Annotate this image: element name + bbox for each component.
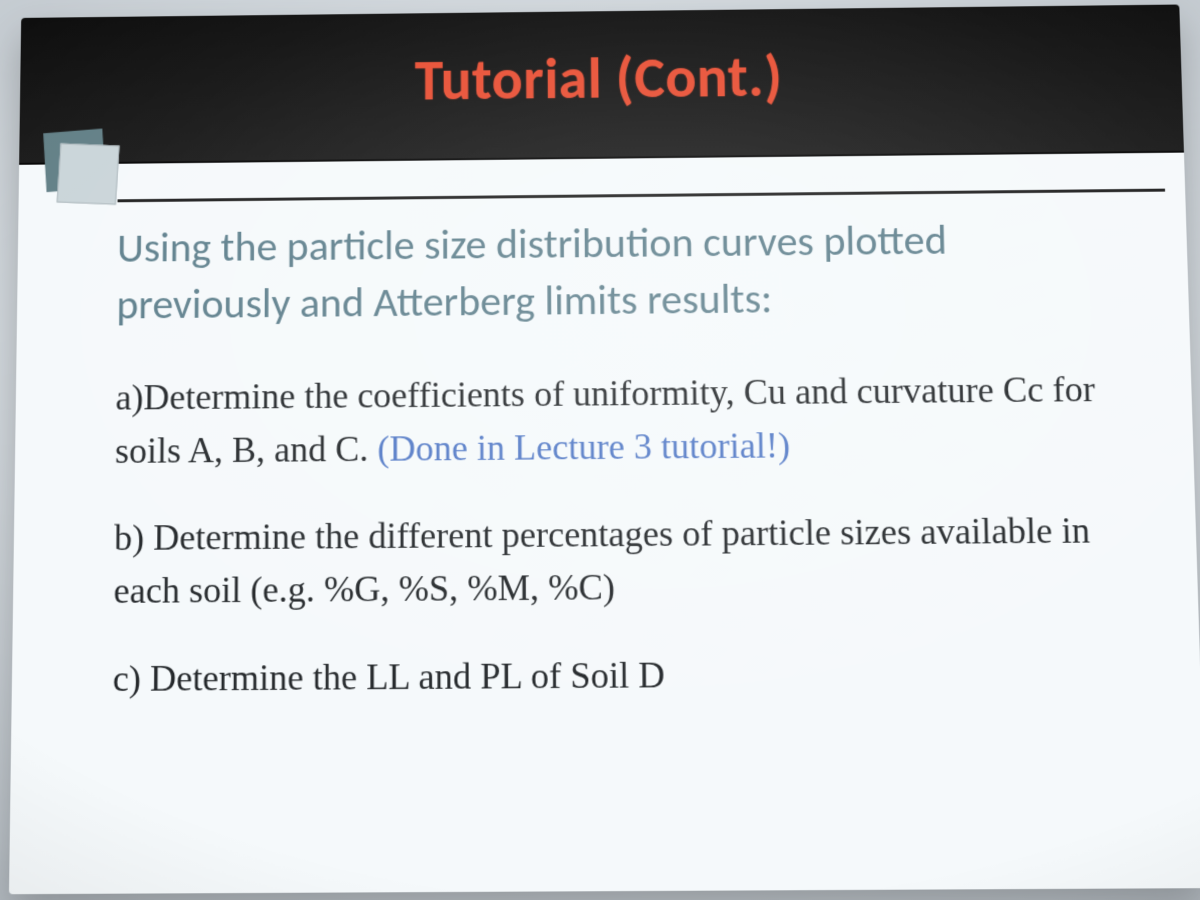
item-label: c): [113, 658, 142, 699]
slide-title: Tutorial (Cont.): [415, 41, 783, 115]
list-item: c) Determine the LL and PL of Soil D: [112, 645, 1139, 706]
item-label: b): [114, 517, 144, 558]
item-label: a): [115, 378, 143, 418]
photo-surround: Tutorial (Cont.) Using the particle size…: [0, 0, 1200, 900]
item-hint: (Done in Lecture 3 tutorial!): [368, 425, 790, 469]
horizontal-rule: [118, 189, 1166, 203]
title-bar: Tutorial (Cont.): [19, 5, 1184, 165]
bullet-decoration-icon: [38, 124, 116, 202]
item-text: Determine the LL and PL of Soil D: [141, 654, 665, 699]
slide-body: Using the particle size distribution cur…: [112, 211, 1141, 741]
list-item: a)Determine the coefficients of uniformi…: [115, 363, 1133, 477]
list-item: b) Determine the different percentages o…: [113, 503, 1137, 617]
slide: Tutorial (Cont.) Using the particle size…: [9, 5, 1200, 895]
item-text: Determine the different percentages of p…: [113, 510, 1090, 611]
deco-square-front: [57, 143, 120, 205]
intro-text: Using the particle size distribution cur…: [116, 211, 1129, 334]
